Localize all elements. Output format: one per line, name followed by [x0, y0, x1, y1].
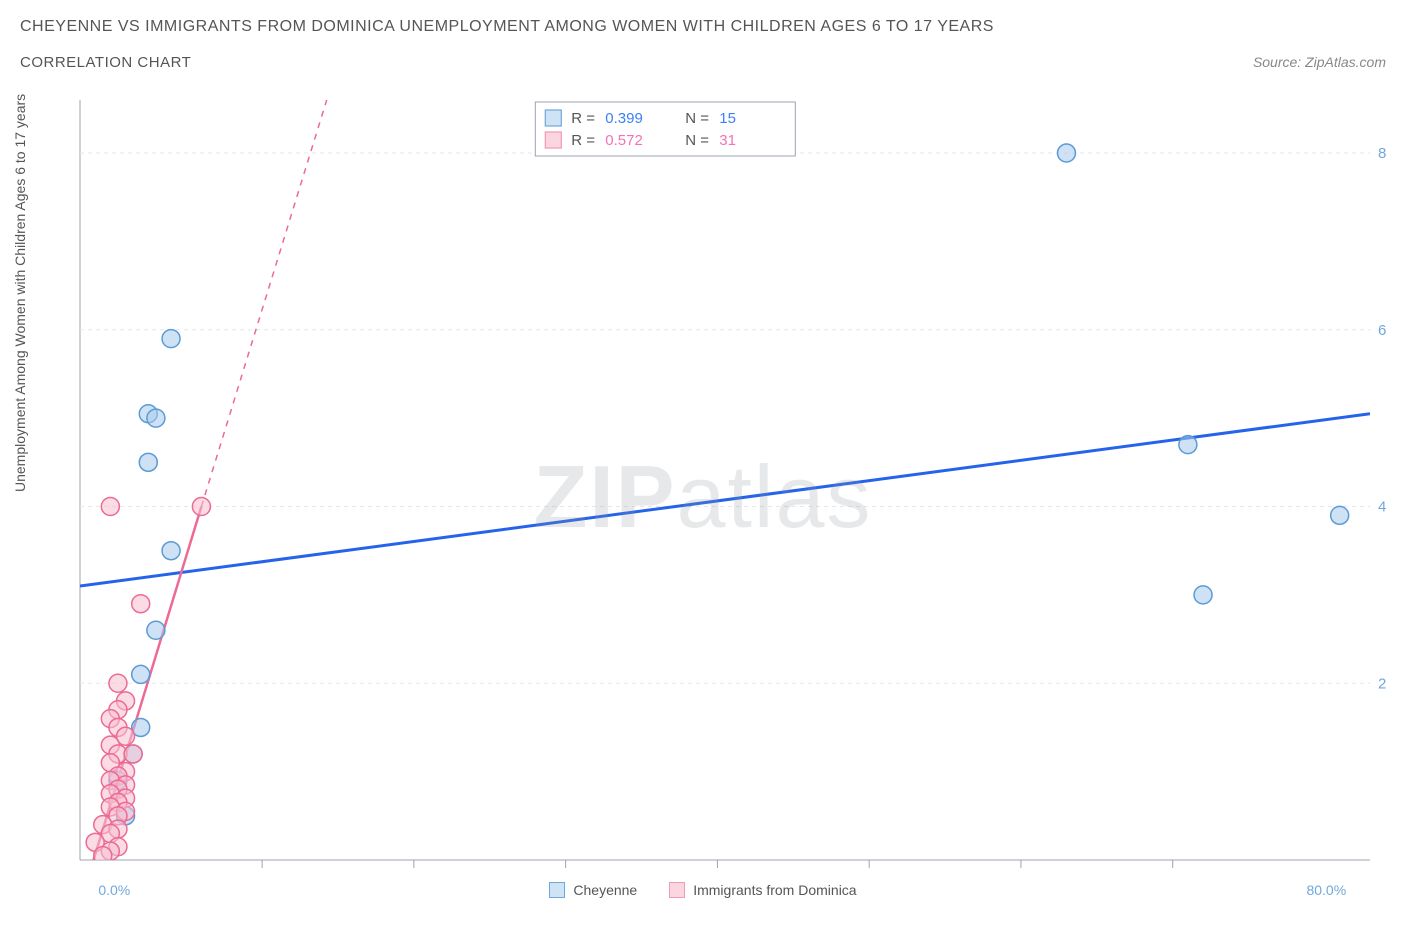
legend-stat: R = [571, 110, 595, 127]
legend-label: Cheyenne [573, 882, 637, 898]
data-point [101, 498, 119, 516]
data-point [1331, 506, 1349, 524]
legend-item: Immigrants from Dominica [669, 882, 856, 898]
data-point [1194, 586, 1212, 604]
legend-stat: 0.572 [605, 132, 643, 149]
legend-swatch [549, 882, 565, 898]
data-point [124, 745, 142, 763]
chart-header: CHEYENNE VS IMMIGRANTS FROM DOMINICA UNE… [0, 0, 1406, 71]
legend-stat: 31 [719, 132, 736, 149]
legend-label: Immigrants from Dominica [693, 882, 856, 898]
chart-source: Source: ZipAtlas.com [1253, 54, 1386, 70]
legend-swatch [545, 110, 561, 126]
legend-stat: 0.399 [605, 110, 643, 127]
legend-stat: N = [685, 132, 709, 149]
y-tick-label: 20.0% [1378, 675, 1386, 692]
legend-swatch [545, 132, 561, 148]
chart-subtitle: CORRELATION CHART [20, 54, 191, 71]
legend-stat: N = [685, 110, 709, 127]
chart-title: CHEYENNE VS IMMIGRANTS FROM DOMINICA UNE… [20, 18, 1386, 36]
y-tick-label: 80.0% [1378, 145, 1386, 162]
data-point [1179, 436, 1197, 454]
scatter-chart: 20.0% 40.0% 60.0% 80.0% R = 0.399 N = 15 R = 0.57… [20, 92, 1386, 902]
data-point [147, 621, 165, 639]
data-point [132, 595, 150, 613]
legend-stat: R = [571, 132, 595, 149]
chart-area: ZIPatlas 20.0%40.0%60.0%80.0%R =0.399N =… [20, 92, 1386, 902]
data-point [162, 330, 180, 348]
data-point [1057, 144, 1075, 162]
data-point [94, 847, 112, 865]
legend-item: Cheyenne [549, 882, 637, 898]
y-tick-label: 40.0% [1378, 499, 1386, 516]
y-axis-label: Unemployment Among Women with Children A… [12, 94, 28, 492]
y-tick-label: 60.0% [1378, 322, 1386, 339]
data-point [132, 665, 150, 683]
legend-swatch [669, 882, 685, 898]
data-point [192, 498, 210, 516]
data-point [147, 409, 165, 427]
data-point [109, 674, 127, 692]
legend-bottom: Cheyenne Immigrants from Dominica [20, 882, 1386, 898]
data-point [139, 453, 157, 471]
legend-stat: 15 [719, 110, 736, 127]
data-point [162, 542, 180, 560]
